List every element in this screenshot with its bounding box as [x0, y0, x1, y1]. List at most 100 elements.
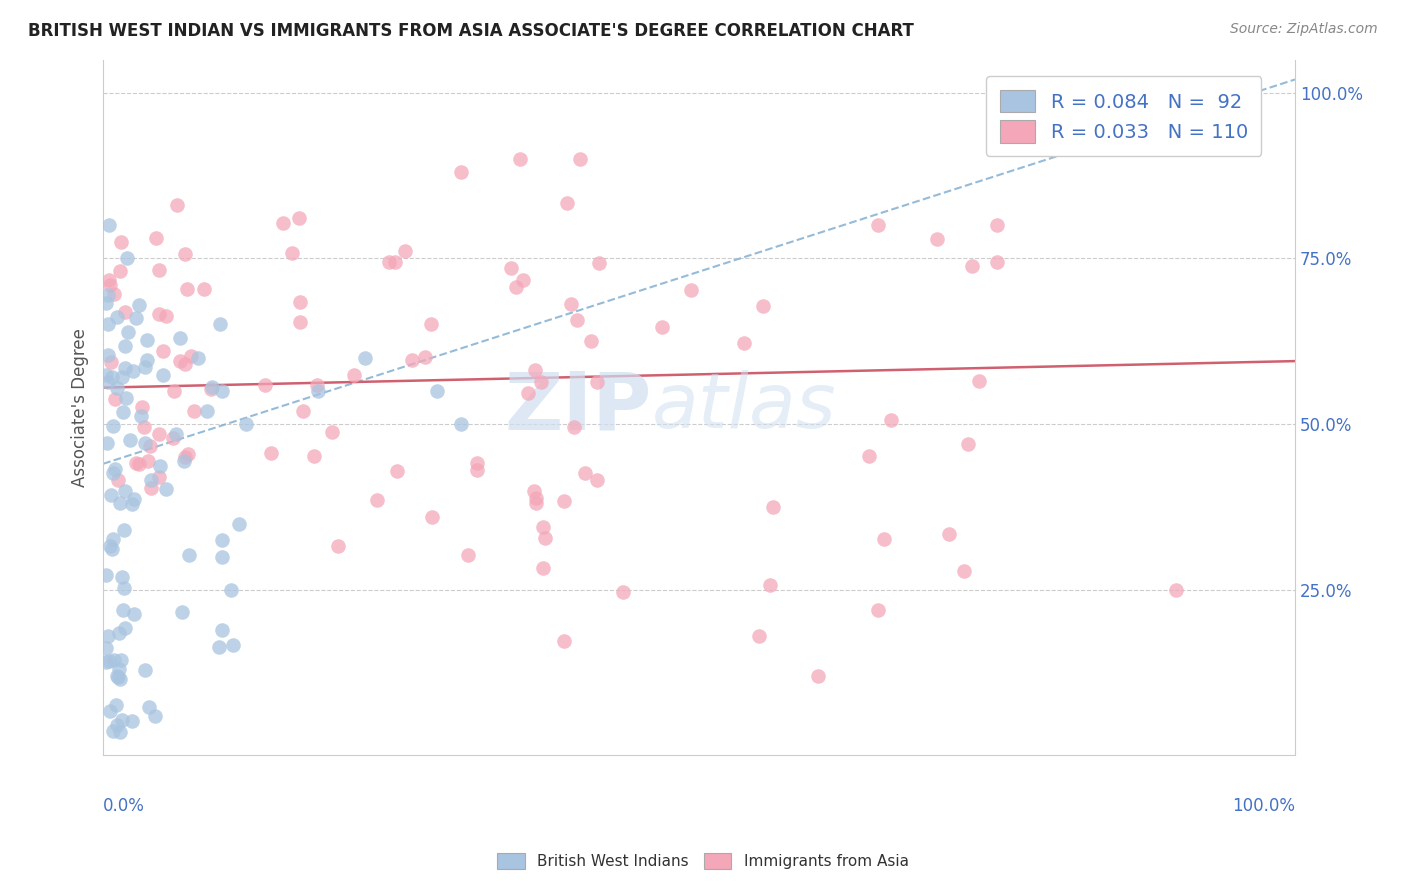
Point [131, 400, 153, 414]
Point [581, 334, 603, 349]
Point [98, 219, 121, 233]
Point [139, 439, 162, 453]
Point [97, 629, 120, 643]
Point [302, 449, 325, 463]
Point [524, 491, 547, 505]
Point [208, 640, 231, 655]
Point [986, 255, 1008, 269]
Point [101, 533, 124, 547]
Point [759, 578, 782, 592]
Point [129, 409, 152, 424]
Point [465, 456, 488, 470]
Text: 0.0%: 0.0% [103, 797, 145, 815]
Point [385, 464, 408, 478]
Point [259, 446, 281, 460]
Point [562, 419, 585, 434]
Point [98, 654, 121, 668]
Point [288, 211, 311, 225]
Point [108, 724, 131, 739]
Point [986, 219, 1008, 233]
Point [222, 638, 245, 652]
Point [465, 463, 488, 477]
Point [128, 298, 150, 312]
Point [148, 469, 170, 483]
Point [328, 539, 350, 553]
Point [273, 217, 295, 231]
Point [531, 561, 554, 575]
Point [96, 436, 118, 450]
Point [651, 320, 673, 334]
Text: 100.0%: 100.0% [1232, 797, 1295, 815]
Point [512, 273, 534, 287]
Point [143, 708, 166, 723]
Point [501, 260, 523, 275]
Point [114, 621, 136, 635]
Point [149, 459, 172, 474]
Legend: British West Indians, Immigrants from Asia: British West Indians, Immigrants from As… [491, 847, 915, 875]
Point [100, 277, 122, 292]
Point [94, 568, 117, 582]
Point [873, 532, 896, 546]
Point [132, 420, 155, 434]
Point [524, 496, 547, 510]
Point [956, 437, 979, 451]
Point [111, 713, 134, 727]
Point [112, 523, 135, 537]
Point [114, 360, 136, 375]
Point [733, 336, 755, 351]
Point [534, 531, 557, 545]
Point [420, 317, 443, 331]
Point [103, 287, 125, 301]
Point [1164, 582, 1187, 597]
Point [97, 348, 120, 362]
Point [565, 312, 588, 326]
Point [114, 484, 136, 499]
Point [105, 669, 128, 683]
Point [166, 198, 188, 212]
Point [866, 219, 889, 233]
Point [115, 252, 138, 266]
Point [94, 640, 117, 655]
Point [807, 669, 830, 683]
Point [107, 473, 129, 487]
Point [108, 264, 131, 278]
Point [179, 548, 201, 562]
Point [98, 273, 121, 287]
Point [145, 231, 167, 245]
Point [108, 672, 131, 686]
Point [211, 623, 233, 637]
Point [121, 714, 143, 728]
Point [221, 582, 243, 597]
Point [201, 380, 224, 394]
Point [174, 357, 197, 371]
Point [568, 152, 591, 166]
Point [105, 381, 128, 395]
Point [100, 488, 122, 502]
Point [104, 392, 127, 407]
Point [94, 368, 117, 382]
Text: BRITISH WEST INDIAN VS IMMIGRANTS FROM ASIA ASSOCIATE'S DEGREE CORRELATION CHART: BRITISH WEST INDIAN VS IMMIGRANTS FROM A… [28, 22, 914, 40]
Point [354, 351, 377, 365]
Point [211, 384, 233, 398]
Text: Source: ZipAtlas.com: Source: ZipAtlas.com [1230, 22, 1378, 37]
Point [530, 376, 553, 390]
Point [152, 344, 174, 359]
Point [135, 353, 157, 368]
Point [121, 497, 143, 511]
Point [136, 454, 159, 468]
Point [321, 425, 343, 439]
Point [108, 495, 131, 509]
Point [457, 548, 479, 562]
Point [134, 435, 156, 450]
Point [612, 585, 634, 599]
Point [122, 491, 145, 506]
Point [100, 354, 122, 368]
Point [105, 310, 128, 325]
Point [170, 605, 193, 619]
Point [114, 391, 136, 405]
Point [111, 405, 134, 419]
Point [174, 246, 197, 260]
Point [173, 454, 195, 468]
Point [169, 354, 191, 368]
Point [120, 434, 142, 448]
